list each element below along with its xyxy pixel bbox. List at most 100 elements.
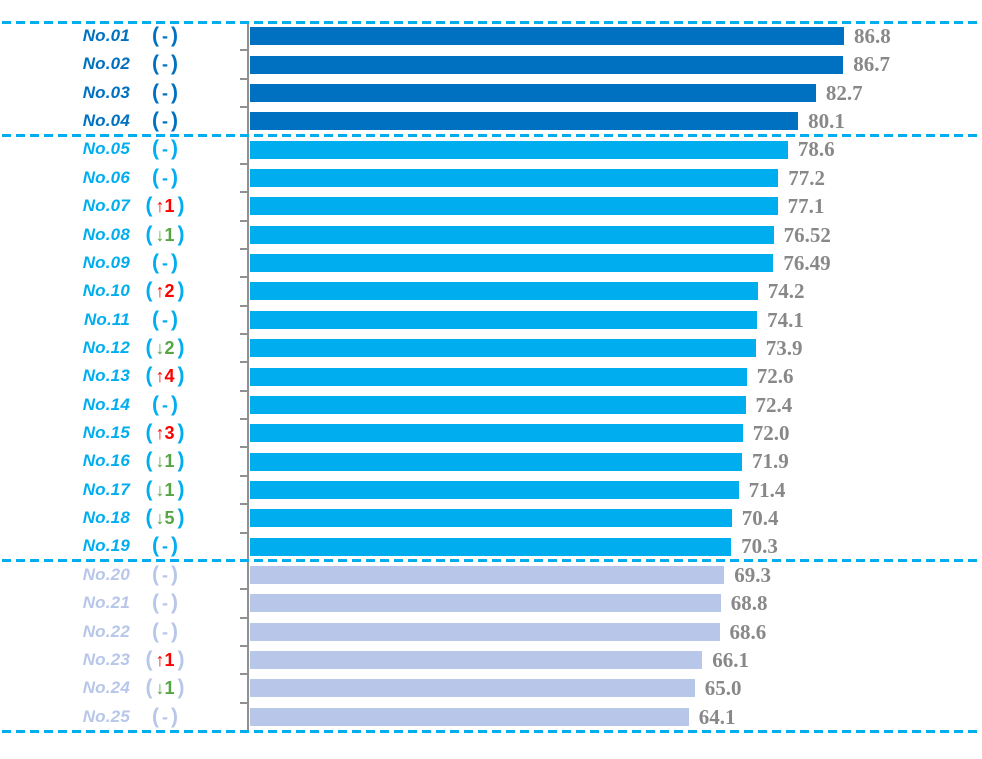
change-value: - <box>162 139 168 160</box>
change-indicator: (↓1) <box>137 476 193 504</box>
change-close-bracket: ) <box>177 194 185 218</box>
value-label: 78.6 <box>797 137 835 162</box>
change-indicator: (-) <box>137 22 193 50</box>
change-open-bracket: ( <box>145 477 153 501</box>
rank-label: No.13 <box>82 366 130 386</box>
rank-label: No.25 <box>82 706 130 726</box>
change-indicator: (-) <box>137 561 193 589</box>
axis-tick <box>240 77 248 80</box>
change-value: ↓1 <box>155 479 175 500</box>
change-open-bracket: ( <box>152 562 159 586</box>
bar <box>250 651 703 670</box>
axis-tick <box>240 616 248 619</box>
change-open-bracket: ( <box>145 222 153 246</box>
change-value: ↓2 <box>155 337 175 358</box>
group-separator-line-top <box>2 20 980 24</box>
bar <box>250 367 747 386</box>
change-value: - <box>162 564 168 585</box>
rank-label: No.07 <box>82 196 130 216</box>
bar <box>250 622 720 641</box>
bar <box>250 140 788 159</box>
change-value: ↑2 <box>155 281 175 302</box>
value-label: 77.2 <box>788 165 826 190</box>
rank-label: No.06 <box>82 167 130 187</box>
rank-label: No.01 <box>82 26 130 45</box>
axis-tick <box>240 531 248 534</box>
bar <box>250 679 695 698</box>
axis-tick <box>240 701 248 704</box>
change-value: - <box>162 111 168 132</box>
axis-tick <box>240 446 248 449</box>
change-indicator: (↑1) <box>137 646 193 674</box>
bar <box>250 707 689 726</box>
bar <box>250 55 844 74</box>
change-value: - <box>162 54 168 75</box>
group-separator-line-bottom <box>2 729 980 733</box>
value-label: 70.4 <box>741 506 779 531</box>
change-close-bracket: ) <box>177 647 185 671</box>
change-open-bracket: ( <box>145 279 153 303</box>
table-row: No.16 (↓1) 71.9 <box>0 447 982 475</box>
change-open-bracket: ( <box>152 165 159 189</box>
change-indicator: (-) <box>137 391 193 419</box>
bar <box>250 168 779 187</box>
value-label: 68.8 <box>730 591 768 616</box>
value-label: 74.2 <box>767 279 805 304</box>
change-open-bracket: ( <box>152 534 159 558</box>
rank-label: No.02 <box>82 54 130 74</box>
bar <box>250 282 758 301</box>
axis-tick <box>240 644 248 647</box>
table-row: No.19 (-) 70.3 <box>0 532 982 560</box>
change-indicator: (-) <box>137 532 193 560</box>
table-row: No.15 (↑3) 72.0 <box>0 419 982 447</box>
table-row: No.04 (-) 80.1 <box>0 107 982 135</box>
change-close-bracket: ) <box>171 52 178 76</box>
change-open-bracket: ( <box>145 676 153 700</box>
value-label: 70.3 <box>741 534 778 559</box>
axis-tick <box>240 503 248 506</box>
change-value: - <box>162 706 168 727</box>
change-value: - <box>162 167 168 188</box>
change-close-bracket: ) <box>177 421 185 445</box>
table-row: No.24 (↓1) 65.0 <box>0 674 982 702</box>
value-label: 68.6 <box>729 619 767 644</box>
axis-tick <box>240 276 248 279</box>
change-close-bracket: ) <box>177 335 185 359</box>
change-value: - <box>162 536 168 557</box>
table-row: No.13 (↑4) 72.6 <box>0 362 982 390</box>
value-label: 72.6 <box>756 364 794 389</box>
change-indicator: (-) <box>137 306 193 334</box>
change-indicator: (-) <box>137 107 193 135</box>
change-indicator: (↑2) <box>137 277 193 305</box>
bar <box>250 509 732 528</box>
axis-tick <box>240 106 248 109</box>
change-close-bracket: ) <box>171 562 178 586</box>
bar <box>250 254 774 273</box>
table-row: No.07 (↑1) 77.1 <box>0 192 982 220</box>
change-indicator: (-) <box>137 618 193 646</box>
value-label: 66.1 <box>712 647 750 672</box>
value-label: 74.1 <box>767 307 804 332</box>
axis-tick <box>240 162 248 165</box>
change-value: ↓1 <box>155 678 175 699</box>
rank-label: No.22 <box>82 621 130 641</box>
change-close-bracket: ) <box>177 279 185 303</box>
change-open-bracket: ( <box>145 364 153 388</box>
rank-label: No.08 <box>82 224 130 244</box>
rank-label: No.19 <box>82 536 130 556</box>
change-open-bracket: ( <box>145 449 153 473</box>
change-indicator: (-) <box>137 249 193 277</box>
change-value: - <box>162 26 168 46</box>
bar <box>250 566 725 585</box>
bar <box>250 83 816 102</box>
change-value: - <box>162 82 168 103</box>
change-value: ↑1 <box>155 196 175 217</box>
change-indicator: (↓1) <box>137 221 193 249</box>
change-close-bracket: ) <box>171 591 178 615</box>
change-value: - <box>162 621 168 642</box>
axis-tick <box>240 361 248 364</box>
change-indicator: (-) <box>137 79 193 107</box>
change-indicator: (-) <box>137 135 193 163</box>
change-close-bracket: ) <box>171 137 178 161</box>
